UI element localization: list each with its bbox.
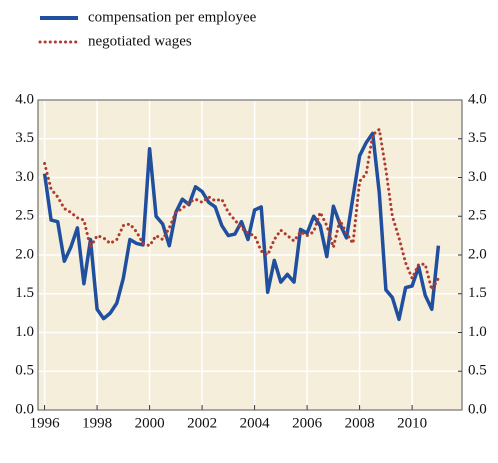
y-tick-label: 1.0 <box>15 324 34 340</box>
y2-tick-label: 0.5 <box>468 363 487 379</box>
y-tick-label: 1.5 <box>15 285 34 301</box>
x-tick-label: 1996 <box>30 415 61 431</box>
y2-tick-label: 0.0 <box>468 401 487 417</box>
x-tick-label: 2004 <box>240 415 271 431</box>
y2-tick-label: 1.5 <box>468 285 487 301</box>
y2-tick-label: 3.0 <box>468 169 487 185</box>
y2-tick-label: 3.5 <box>468 130 487 146</box>
y-tick-label: 3.0 <box>15 169 34 185</box>
series-line <box>42 131 441 322</box>
x-tick-label: 2000 <box>135 415 165 431</box>
y2-tick-label: 2.5 <box>468 208 487 224</box>
legend-label: compensation per employee <box>88 9 257 25</box>
x-tick-label: 2010 <box>397 415 427 431</box>
y2-tick-label: 1.0 <box>468 324 487 340</box>
y-tick-label: 0.0 <box>15 401 34 417</box>
plot-frame <box>37 99 463 411</box>
y2-tick-label: 2.0 <box>468 246 487 262</box>
y2-tick-label: 4.0 <box>468 91 487 107</box>
x-tick-label: 2008 <box>345 415 375 431</box>
y-tick-label: 2.5 <box>15 208 34 224</box>
x-tick-label: 2006 <box>292 415 323 431</box>
y-tick-label: 3.5 <box>15 130 34 146</box>
x-tick-label: 1998 <box>82 415 112 431</box>
y-tick-label: 4.0 <box>15 91 34 107</box>
y-tick-label: 0.5 <box>15 363 34 379</box>
legend-label: negotiated wages <box>88 33 192 49</box>
y-tick-label: 2.0 <box>15 246 34 262</box>
x-tick-label: 2002 <box>187 415 217 431</box>
